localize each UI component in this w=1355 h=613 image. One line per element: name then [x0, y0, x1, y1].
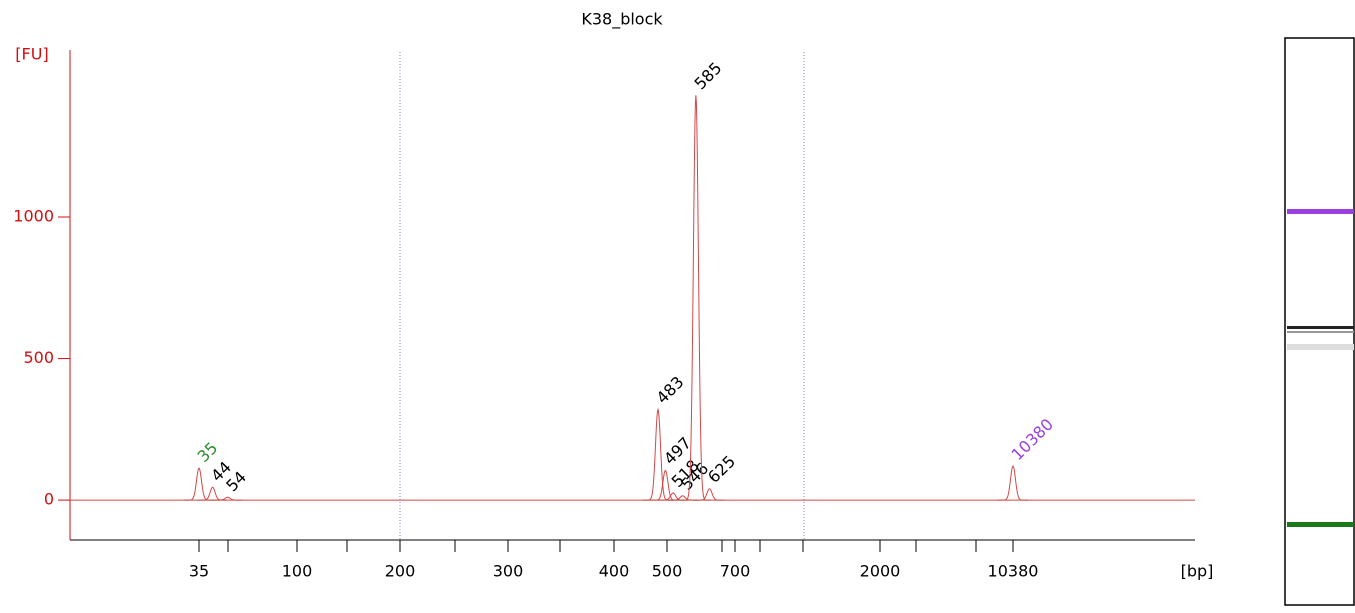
- x-tick-label: 200: [385, 562, 416, 581]
- x-tick-label: 35: [189, 562, 209, 581]
- x-tick-label: 300: [493, 562, 524, 581]
- peak: [212, 496, 243, 501]
- peak-label: 483: [653, 372, 688, 407]
- x-tick-label: 500: [652, 562, 683, 581]
- x-tick-label: 700: [720, 562, 751, 581]
- peak: [667, 495, 698, 501]
- y-tick-label: 0: [44, 490, 54, 509]
- peak-label: 585: [690, 58, 725, 93]
- x-axis-label: [bp]: [1181, 562, 1214, 581]
- gel-lane: [1284, 37, 1355, 606]
- y-axis-label: [FU]: [15, 45, 48, 64]
- peak: [184, 467, 214, 501]
- peak-label: 625: [704, 452, 739, 487]
- x-tick-label: 2000: [860, 562, 901, 581]
- chart-title: K38_block: [581, 10, 663, 30]
- x-tick-label: 10380: [988, 562, 1039, 581]
- peak: [197, 486, 228, 501]
- y-tick-label: 1000: [13, 207, 54, 226]
- peak: [694, 488, 725, 501]
- x-tick-label: 400: [599, 562, 630, 581]
- x-tick-label: 100: [282, 562, 313, 581]
- peak-label: 10380: [1008, 415, 1057, 464]
- peak: [680, 95, 711, 501]
- peak: [998, 465, 1028, 501]
- y-tick-label: 500: [23, 348, 54, 367]
